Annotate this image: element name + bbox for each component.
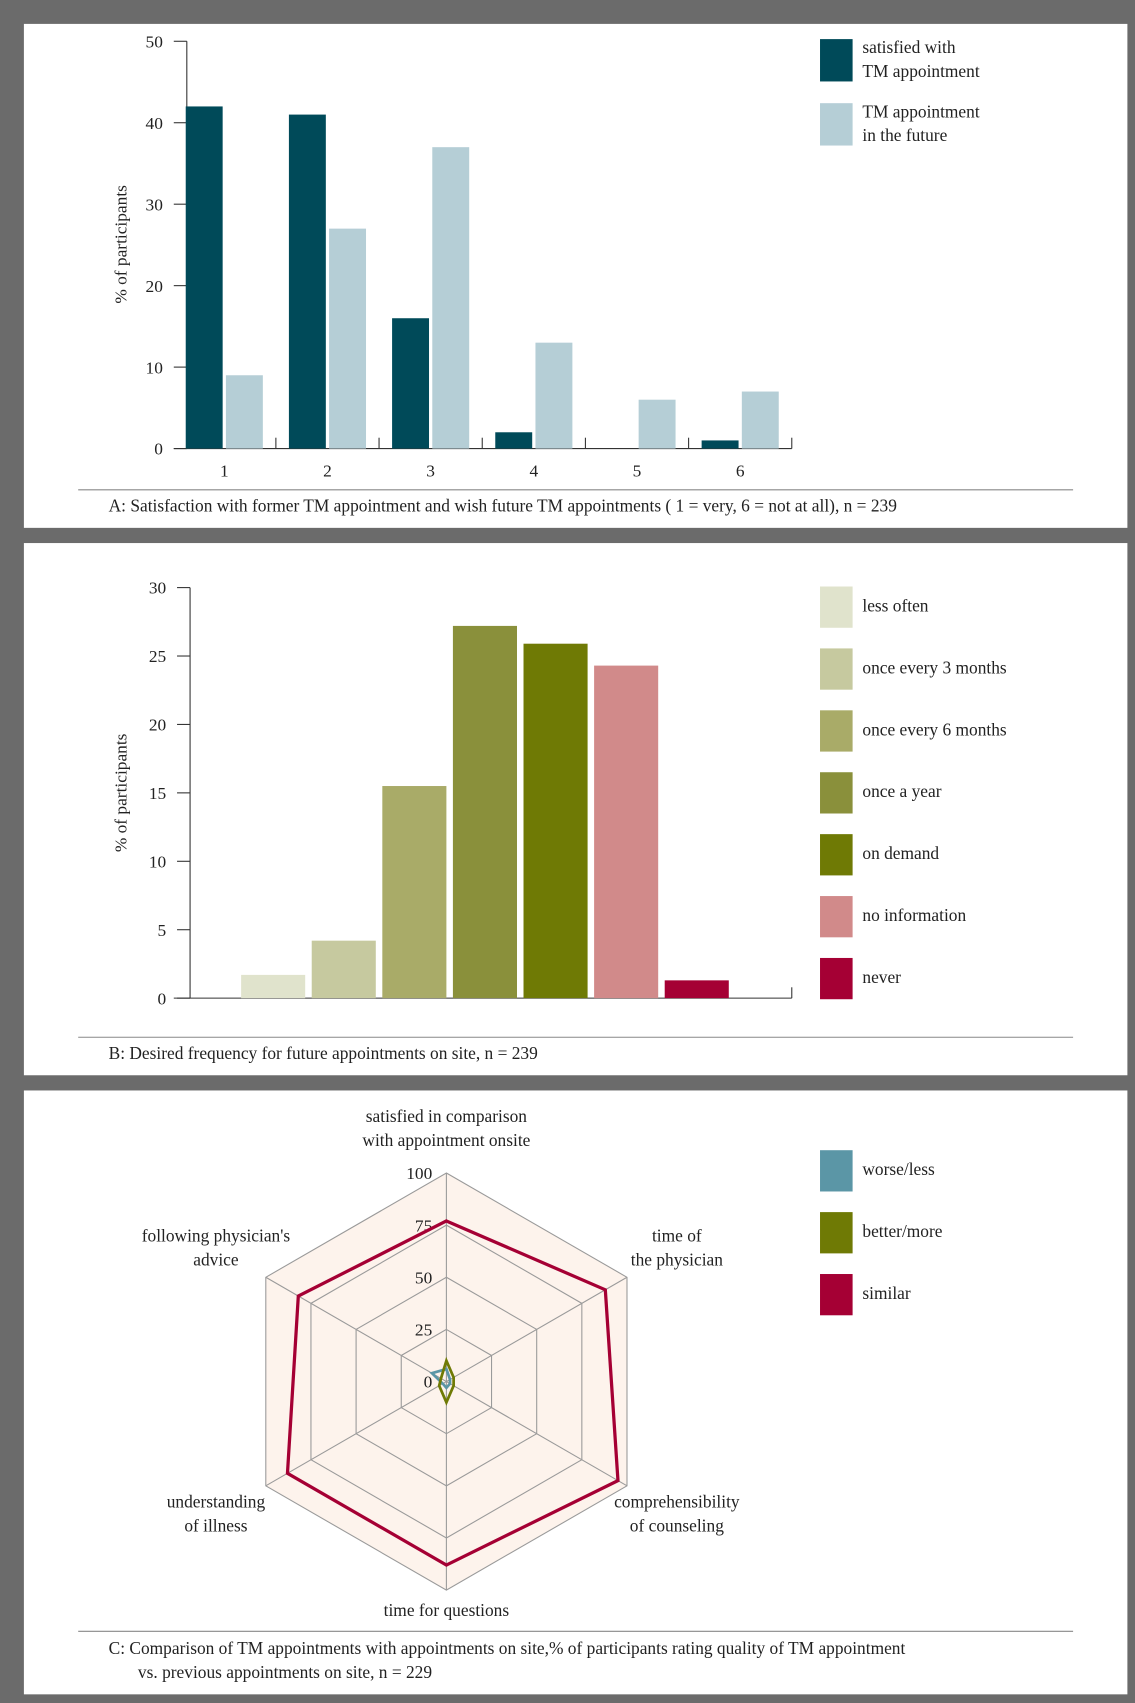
x-tick-label: 5 <box>633 461 642 480</box>
radar-line <box>437 1356 455 1406</box>
spoke <box>265 1276 447 1383</box>
bar <box>701 440 739 449</box>
x-tick-label: 4 <box>529 461 538 480</box>
radar-line <box>429 1367 452 1390</box>
legend-swatch <box>820 1150 853 1192</box>
x-tick-label: 6 <box>736 461 745 480</box>
x-tick-label: 1 <box>220 461 229 480</box>
r-tick-label: 25 <box>415 1321 432 1340</box>
y-tick-label: 50 <box>146 32 164 51</box>
r-tick-label: 50 <box>415 1268 433 1287</box>
legend-swatch <box>820 834 853 876</box>
caption: A: Satisfaction with former TM appointme… <box>108 497 897 516</box>
axis-label: satisfied in comparison with appointment… <box>362 1107 531 1151</box>
y-tick-label: 30 <box>149 579 167 598</box>
legend-label: once every 6 months <box>862 721 1007 740</box>
bar <box>382 786 447 999</box>
y-tick-label: 15 <box>149 784 166 803</box>
x-tick-label: 2 <box>323 461 332 480</box>
legend-swatch <box>820 39 853 82</box>
legend-label: worse/less <box>862 1161 935 1180</box>
legend-swatch <box>820 586 853 628</box>
bar <box>225 375 263 449</box>
legend-swatch <box>820 772 853 814</box>
legend-label: similar <box>862 1284 911 1304</box>
legend-label: better/more <box>862 1222 943 1242</box>
caption: B: Desired frequency for future appointm… <box>108 1044 538 1064</box>
spoke <box>446 1381 628 1487</box>
spoke <box>446 1276 628 1383</box>
bar <box>185 106 223 449</box>
legend-swatch <box>820 1212 853 1254</box>
bar <box>452 625 517 999</box>
bar <box>432 147 470 449</box>
bar <box>523 643 588 999</box>
axis-label: understanding of illness <box>166 1492 266 1536</box>
legend-swatch <box>820 1274 853 1316</box>
r-tick-label: 100 <box>406 1164 432 1183</box>
legend-label: less often <box>862 597 929 616</box>
legend-swatch <box>820 896 853 938</box>
y-tick-label: 20 <box>149 716 167 735</box>
bar <box>535 342 573 449</box>
axis-label: time of the physician <box>630 1226 723 1270</box>
y-tick-label: 20 <box>146 277 164 296</box>
legend-swatch <box>820 957 853 1000</box>
legend-swatch <box>820 710 853 752</box>
radar-line <box>285 1219 620 1567</box>
legend-label: on demand <box>862 845 940 864</box>
y-tick-label: 0 <box>157 989 166 1008</box>
y-axis-label: % of participants <box>112 185 131 304</box>
legend-swatch <box>820 648 853 690</box>
y-tick-label: 0 <box>154 440 163 459</box>
bar <box>311 940 376 999</box>
y-tick-label: 10 <box>149 852 167 871</box>
bar <box>329 228 367 449</box>
legend-label: once a year <box>862 783 942 802</box>
legend-label: once every 3 months <box>862 659 1007 678</box>
x-tick-label: 3 <box>426 461 435 480</box>
caption: C: Comparison of TM appointments with ap… <box>108 1640 906 1683</box>
bar <box>392 318 430 449</box>
bar <box>241 974 306 999</box>
y-tick-label: 10 <box>146 358 164 377</box>
legend-label: satisfied with TM appointment <box>862 38 980 81</box>
bar <box>288 114 326 449</box>
bar <box>664 980 729 999</box>
legend-label: TM appointment in the future <box>862 102 980 145</box>
bar <box>495 432 533 449</box>
bar <box>741 391 779 449</box>
y-tick-label: 25 <box>149 647 166 666</box>
legend-label: no information <box>862 906 967 926</box>
y-tick-label: 40 <box>146 114 164 133</box>
axis-label: following physician's advice <box>141 1226 291 1270</box>
y-axis-label: % of participants <box>112 733 131 852</box>
axis-label: time for questions <box>383 1602 510 1621</box>
y-tick-label: 30 <box>146 195 164 214</box>
y-tick-label: 5 <box>157 921 166 940</box>
axis-label: comprehensibility of counseling <box>614 1492 740 1536</box>
bar <box>594 665 659 999</box>
bar <box>638 399 676 449</box>
r-tick-label: 0 <box>424 1373 433 1392</box>
spoke <box>265 1381 447 1487</box>
legend-swatch <box>820 103 853 146</box>
legend-label: never <box>862 968 901 988</box>
